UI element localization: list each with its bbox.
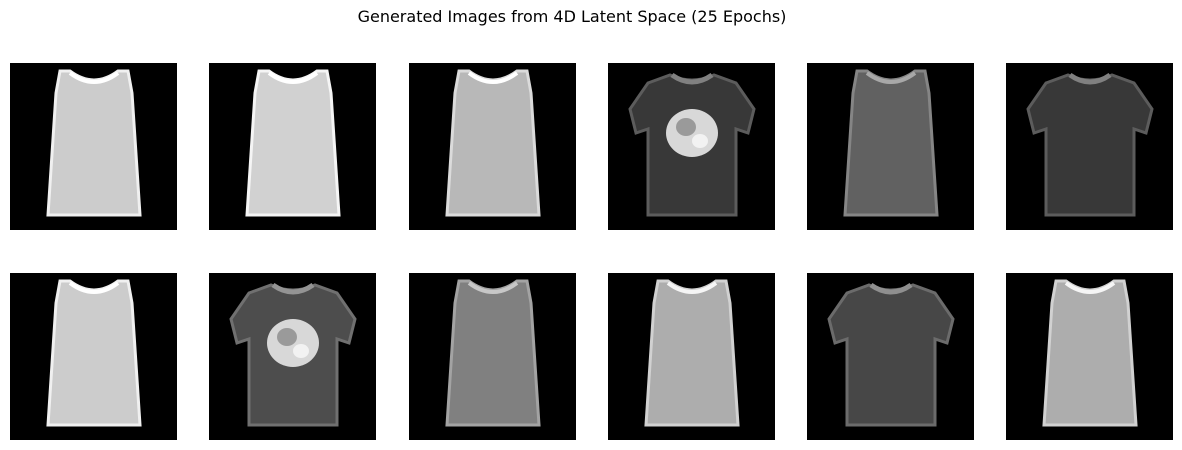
garment-silhouette [10,63,177,230]
generated-image-1-4 [608,63,775,230]
garment-silhouette [1006,63,1173,230]
generated-image-1-1 [10,63,177,230]
generated-image-2-5 [807,273,974,440]
generated-image-2-4 [608,273,775,440]
garment-silhouette [608,63,775,230]
garment-silhouette [409,273,576,440]
generated-image-2-1 [10,273,177,440]
garment-silhouette [10,273,177,440]
garment-silhouette [807,273,974,440]
generated-image-1-6 [1006,63,1173,230]
generated-image-2-3 [409,273,576,440]
garment-silhouette [209,273,376,440]
garment-silhouette [608,273,775,440]
figure-title: Generated Images from 4D Latent Space (2… [357,7,787,26]
generated-image-1-5 [807,63,974,230]
garment-silhouette [209,63,376,230]
generated-image-1-2 [209,63,376,230]
generated-image-1-3 [409,63,576,230]
garment-silhouette [1006,273,1173,440]
garment-silhouette [807,63,974,230]
generated-image-2-6 [1006,273,1173,440]
generated-image-2-2 [209,273,376,440]
garment-silhouette [409,63,576,230]
